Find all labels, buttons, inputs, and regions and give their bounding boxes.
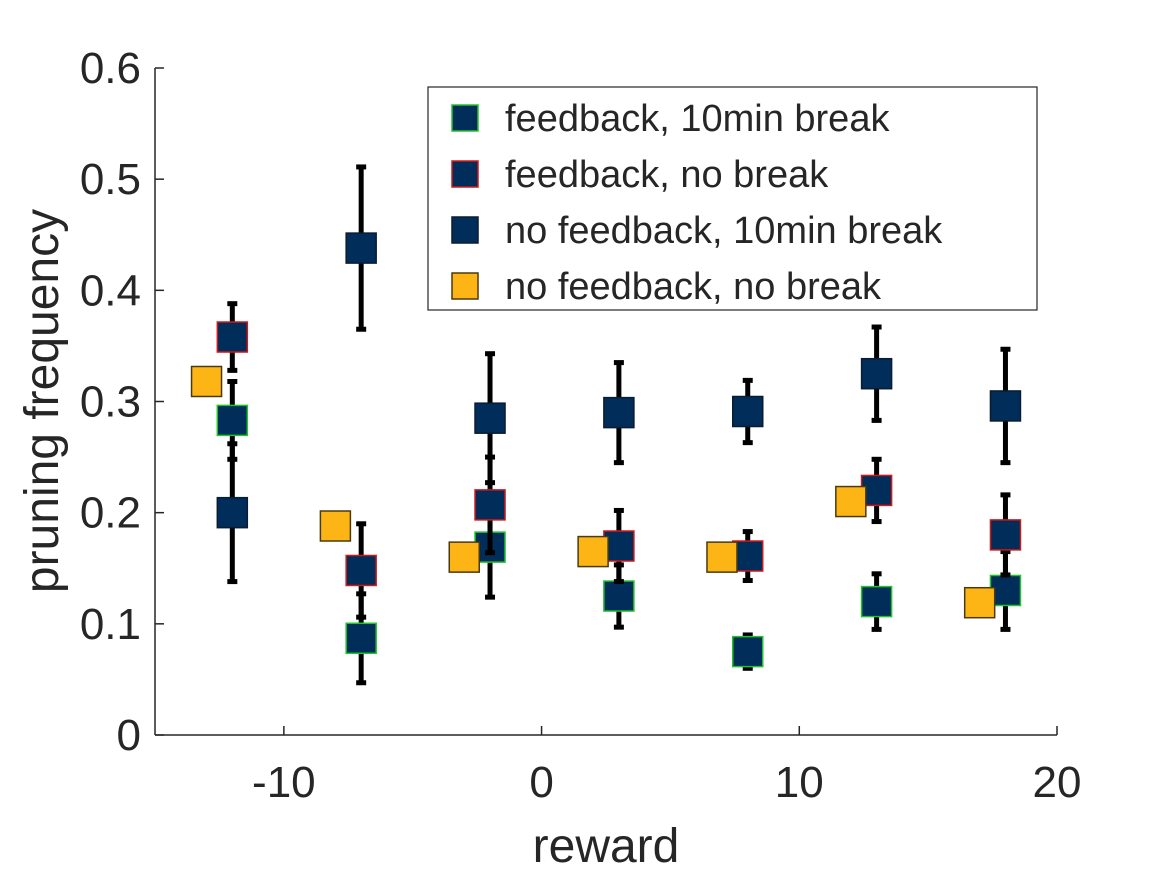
x-tick-label: 10 <box>775 758 824 807</box>
data-point <box>474 489 506 521</box>
x-ticks: -10 0 10 20 <box>252 726 1081 807</box>
data-point <box>860 585 893 618</box>
data-point <box>345 622 377 655</box>
data-point <box>989 519 1022 551</box>
legend-items: feedback, 10min break feedback, no break n… <box>451 98 943 308</box>
legend-marker <box>451 272 479 300</box>
data-point <box>216 404 249 437</box>
data-point <box>345 554 377 587</box>
series-layer <box>190 164 1022 686</box>
y-tick-label: 0.3 <box>80 378 141 427</box>
legend-marker <box>451 160 479 188</box>
data-point <box>216 321 249 353</box>
y-tick-label: 0.4 <box>80 266 141 315</box>
data-point <box>731 395 764 428</box>
data-point <box>216 496 249 529</box>
data-point <box>474 402 506 434</box>
data-point <box>963 586 996 619</box>
series-4 <box>190 365 996 619</box>
legend-marker <box>451 104 479 132</box>
data-point <box>835 485 867 518</box>
data-point <box>731 635 764 668</box>
data-point <box>860 357 893 390</box>
x-tick-label: -10 <box>252 758 316 807</box>
data-point <box>706 541 738 573</box>
data-point <box>190 365 223 398</box>
legend-label: no feedback, no break <box>505 266 882 308</box>
data-point <box>345 232 377 264</box>
legend-label: no feedback, 10min break <box>505 210 943 252</box>
x-tick-label: 0 <box>529 758 553 807</box>
plot-area: 0 0.1 0.2 0.3 0.4 0.5 0.6 -10 0 10 20 <box>80 44 1082 807</box>
data-point <box>603 396 635 429</box>
y-tick-label: 0.1 <box>80 600 141 649</box>
y-tick-label: 0.6 <box>80 44 141 93</box>
data-point <box>731 540 764 572</box>
data-point <box>319 510 352 542</box>
y-tick-label: 0.2 <box>80 489 141 538</box>
legend-marker <box>451 216 479 244</box>
series-2 <box>216 301 1022 620</box>
data-point <box>448 541 481 573</box>
x-tick-label: 20 <box>1033 758 1082 807</box>
y-tick-label: 0.5 <box>80 155 141 204</box>
data-point <box>577 535 609 568</box>
x-axis-label: reward <box>533 820 680 873</box>
y-tick-label: 0 <box>117 711 141 760</box>
data-point <box>603 580 635 612</box>
legend-label: feedback, no break <box>505 154 829 196</box>
legend-label: feedback, 10min break <box>505 98 890 140</box>
data-point <box>989 390 1022 422</box>
y-axis-label: pruning frequency <box>16 209 69 593</box>
y-ticks: 0 0.1 0.2 0.3 0.4 0.5 0.6 <box>80 44 164 760</box>
series-3 <box>216 164 1022 585</box>
legend-box <box>427 86 1038 311</box>
legend: feedback, 10min break feedback, no break n… <box>427 86 1038 311</box>
